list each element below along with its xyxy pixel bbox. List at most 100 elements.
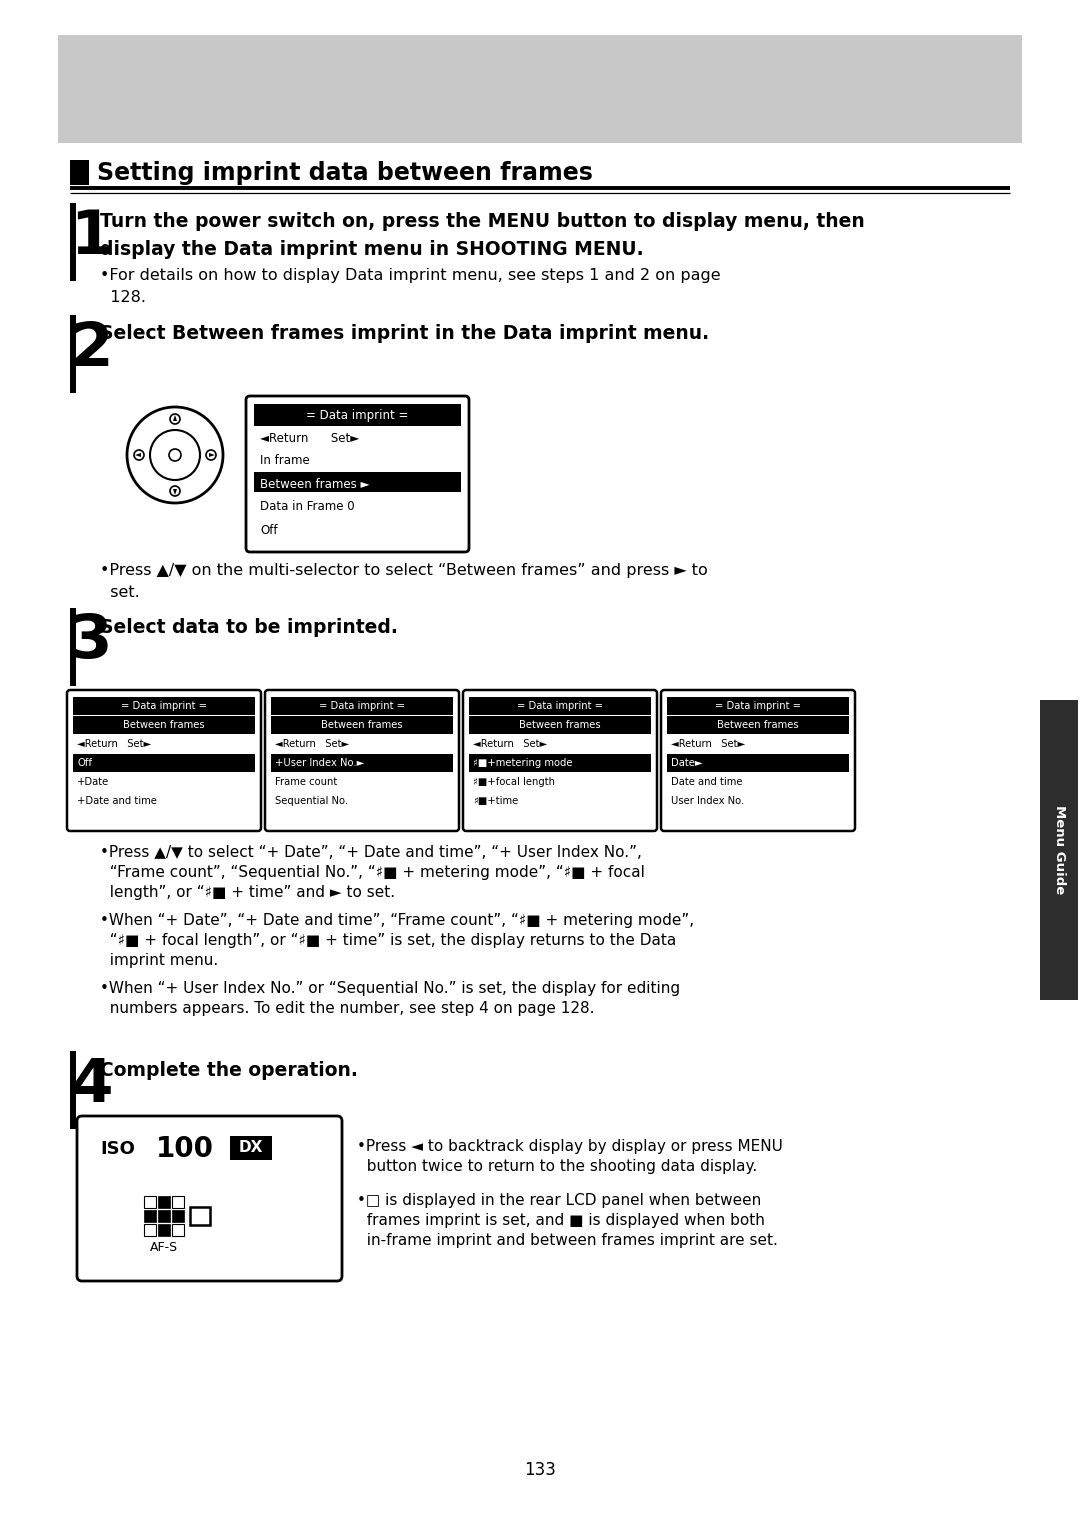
Bar [469, 716, 651, 734]
Text: Off: Off [260, 523, 278, 537]
Text: 4: 4 [70, 1056, 112, 1116]
Text: ♯■+focal length: ♯■+focal length [473, 777, 555, 787]
Text: frames imprint is set, and ■ is displayed when both: frames imprint is set, and ■ is displaye… [357, 1213, 765, 1228]
Text: AF-S: AF-S [150, 1241, 178, 1254]
Text: •When “+ Date”, “+ Date and time”, “Frame count”, “♯■ + metering mode”,: •When “+ Date”, “+ Date and time”, “Fram… [100, 913, 694, 928]
Text: •When “+ User Index No.” or “Sequential No.” is set, the display for editing: •When “+ User Index No.” or “Sequential … [100, 981, 680, 996]
Text: •Press ▲/▼ on the multi-selector to select “Between frames” and press ► to: •Press ▲/▼ on the multi-selector to sele… [100, 563, 707, 578]
Bar [70, 607, 76, 687]
Text: +Date and time: +Date and time [77, 797, 157, 806]
Text: “♯■ + focal length”, or “♯■ + time” is set, the display returns to the Data: “♯■ + focal length”, or “♯■ + time” is s… [100, 932, 676, 948]
Text: 128.: 128. [100, 290, 146, 305]
Text: ◄Return   Set►: ◄Return Set► [275, 739, 349, 749]
Bar [158, 1224, 170, 1236]
FancyBboxPatch shape [265, 690, 459, 832]
Text: 3: 3 [70, 612, 112, 671]
FancyBboxPatch shape [661, 690, 855, 832]
Text: = Data imprint =: = Data imprint = [307, 409, 408, 421]
Text: Turn the power switch on, press the MENU button to display menu, then: Turn the power switch on, press the MENU… [100, 212, 865, 230]
Text: ◄Return   Set►: ◄Return Set► [77, 739, 151, 749]
Text: ◄Return      Set►: ◄Return Set► [260, 432, 360, 444]
Bar [58, 35, 1022, 143]
Text: Between frames: Between frames [519, 720, 600, 729]
Text: Frame count: Frame count [275, 777, 337, 787]
Polygon shape [210, 453, 215, 456]
Bar [70, 160, 89, 185]
Bar [172, 1210, 184, 1222]
Text: •Press ◄ to backtrack display by display or press MENU: •Press ◄ to backtrack display by display… [357, 1138, 783, 1154]
Text: set.: set. [100, 584, 139, 600]
Bar [144, 1196, 156, 1209]
Polygon shape [173, 415, 177, 421]
Text: numbers appears. To edit the number, see step 4 on page 128.: numbers appears. To edit the number, see… [100, 1001, 594, 1016]
Text: 133: 133 [524, 1460, 556, 1479]
Circle shape [168, 449, 181, 461]
Bar [70, 314, 76, 394]
Bar [667, 697, 849, 716]
Bar [1040, 700, 1078, 1000]
Text: Between frames: Between frames [321, 720, 403, 729]
Text: Complete the operation.: Complete the operation. [100, 1061, 357, 1080]
Bar [172, 1224, 184, 1236]
Bar [73, 716, 255, 734]
Text: •□ is displayed in the rear LCD panel when between: •□ is displayed in the rear LCD panel wh… [357, 1193, 761, 1209]
Bar [254, 472, 461, 491]
Bar [469, 754, 651, 772]
Text: +User Index No.►: +User Index No.► [275, 758, 364, 768]
Text: DX: DX [239, 1140, 264, 1155]
Polygon shape [173, 488, 177, 494]
Text: ISO: ISO [100, 1140, 135, 1158]
Bar [469, 697, 651, 716]
Bar [667, 754, 849, 772]
Text: ♯■+time: ♯■+time [473, 797, 518, 806]
Text: 1: 1 [70, 208, 112, 267]
Bar [144, 1210, 156, 1222]
Text: ◄Return   Set►: ◄Return Set► [671, 739, 745, 749]
Bar [158, 1210, 170, 1222]
Text: 2: 2 [70, 320, 112, 378]
FancyBboxPatch shape [463, 690, 657, 832]
Text: Select data to be imprinted.: Select data to be imprinted. [100, 618, 397, 636]
Bar [158, 1196, 170, 1209]
FancyBboxPatch shape [77, 1116, 342, 1280]
Bar [70, 203, 76, 281]
Text: display the Data imprint menu in SHOOTING MENU.: display the Data imprint menu in SHOOTIN… [100, 240, 644, 259]
FancyBboxPatch shape [67, 690, 261, 832]
Text: Off: Off [77, 758, 92, 768]
Text: length”, or “♯■ + time” and ► to set.: length”, or “♯■ + time” and ► to set. [100, 885, 395, 900]
Bar [70, 1051, 76, 1129]
Bar [271, 697, 453, 716]
Bar [271, 716, 453, 734]
Text: 100: 100 [156, 1135, 214, 1163]
Text: +Date: +Date [77, 777, 109, 787]
Text: = Data imprint =: = Data imprint = [715, 700, 801, 711]
Bar [254, 404, 461, 426]
Bar [271, 754, 453, 772]
Text: User Index No.: User Index No. [671, 797, 744, 806]
Bar [73, 754, 255, 772]
Bar [230, 1135, 272, 1160]
Text: In frame: In frame [260, 455, 310, 467]
Text: ♯■+metering mode: ♯■+metering mode [473, 758, 572, 768]
Text: Select Between frames imprint in the Data imprint menu.: Select Between frames imprint in the Dat… [100, 324, 710, 343]
Text: •Press ▲/▼ to select “+ Date”, “+ Date and time”, “+ User Index No.”,: •Press ▲/▼ to select “+ Date”, “+ Date a… [100, 845, 642, 861]
Bar [172, 1196, 184, 1209]
Text: Date and time: Date and time [671, 777, 743, 787]
Text: Date►: Date► [671, 758, 703, 768]
Text: ◄Return   Set►: ◄Return Set► [473, 739, 548, 749]
Text: “Frame count”, “Sequential No.”, “♯■ + metering mode”, “♯■ + focal: “Frame count”, “Sequential No.”, “♯■ + m… [100, 865, 645, 881]
Text: •For details on how to display Data imprint menu, see steps 1 and 2 on page: •For details on how to display Data impr… [100, 269, 720, 282]
Text: Setting imprint data between frames: Setting imprint data between frames [97, 162, 593, 185]
Bar [73, 697, 255, 716]
Text: Sequential No.: Sequential No. [275, 797, 348, 806]
Text: = Data imprint =: = Data imprint = [517, 700, 603, 711]
Bar [144, 1224, 156, 1236]
FancyBboxPatch shape [246, 397, 469, 552]
Polygon shape [135, 453, 141, 456]
Text: Between frames: Between frames [123, 720, 205, 729]
Text: Between frames: Between frames [717, 720, 799, 729]
Text: Data in Frame 0: Data in Frame 0 [260, 501, 354, 514]
Text: imprint menu.: imprint menu. [100, 954, 218, 967]
Text: button twice to return to the shooting data display.: button twice to return to the shooting d… [357, 1160, 757, 1173]
Bar [190, 1207, 210, 1225]
